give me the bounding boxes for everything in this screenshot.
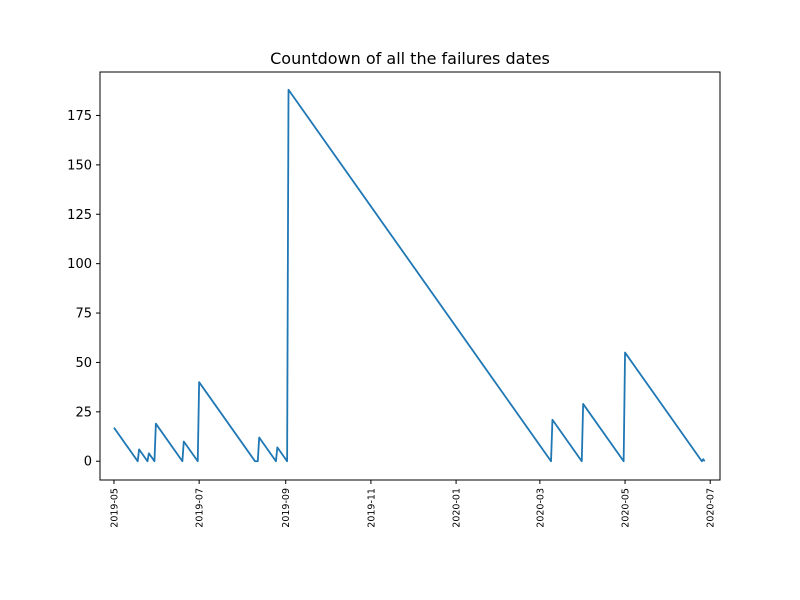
y-tick-label: 150 [67,158,92,173]
series-line [113,88,706,463]
x-tick-label: 2019-05 [109,488,120,528]
axes-frame [99,71,721,481]
chart-title: Countdown of all the failures dates [270,49,550,68]
plot-area: 0 25 50 75 100 125 150 175 2019-05 2019-07 2019-09… [67,88,717,528]
y-tick-label: 100 [67,257,92,272]
x-tick-label: 2020-01 [452,488,463,528]
x-tick-label: 2020-03 [535,488,546,528]
x-tick-label: 2020-05 [621,488,632,528]
x-tick-label: 2019-07 [195,488,206,528]
y-tick-label: 75 [75,307,92,322]
y-tick-label: 175 [67,109,92,124]
y-tick-label: 0 [84,455,92,470]
x-tick-label: 2019-11 [366,488,377,528]
x-tick-label: 2020-07 [706,488,717,528]
y-tick-label: 125 [67,208,92,223]
x-tick-label: 2019-09 [281,488,292,528]
y-tick-label: 50 [75,356,92,371]
y-tick-label: 25 [75,405,92,420]
